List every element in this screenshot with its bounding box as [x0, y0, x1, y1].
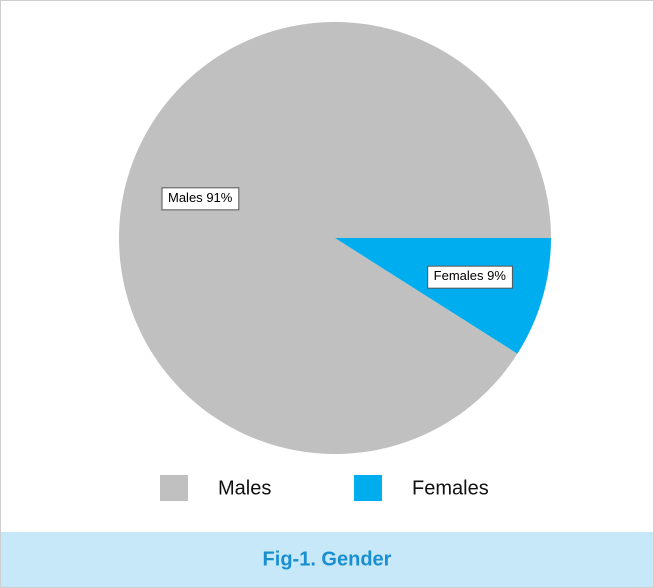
legend-label: Males: [218, 477, 271, 499]
data-label-value: 9%: [487, 269, 506, 284]
legend-swatch: [354, 475, 382, 501]
legend-label: Females: [412, 477, 489, 499]
caption-band: [1, 532, 653, 587]
data-label-box: [161, 187, 240, 211]
legend-swatch: [160, 475, 188, 501]
data-label-value: 91%: [206, 190, 232, 205]
data-label-box: [427, 265, 513, 289]
data-label-name: Males: [168, 190, 203, 205]
data-label: Males 91%: [168, 190, 233, 205]
chart-title: Fig-1. Gender: [263, 548, 392, 570]
pie-slice: [119, 22, 551, 455]
data-label-name: Females: [434, 269, 484, 284]
data-label: Females 9%: [434, 269, 507, 284]
